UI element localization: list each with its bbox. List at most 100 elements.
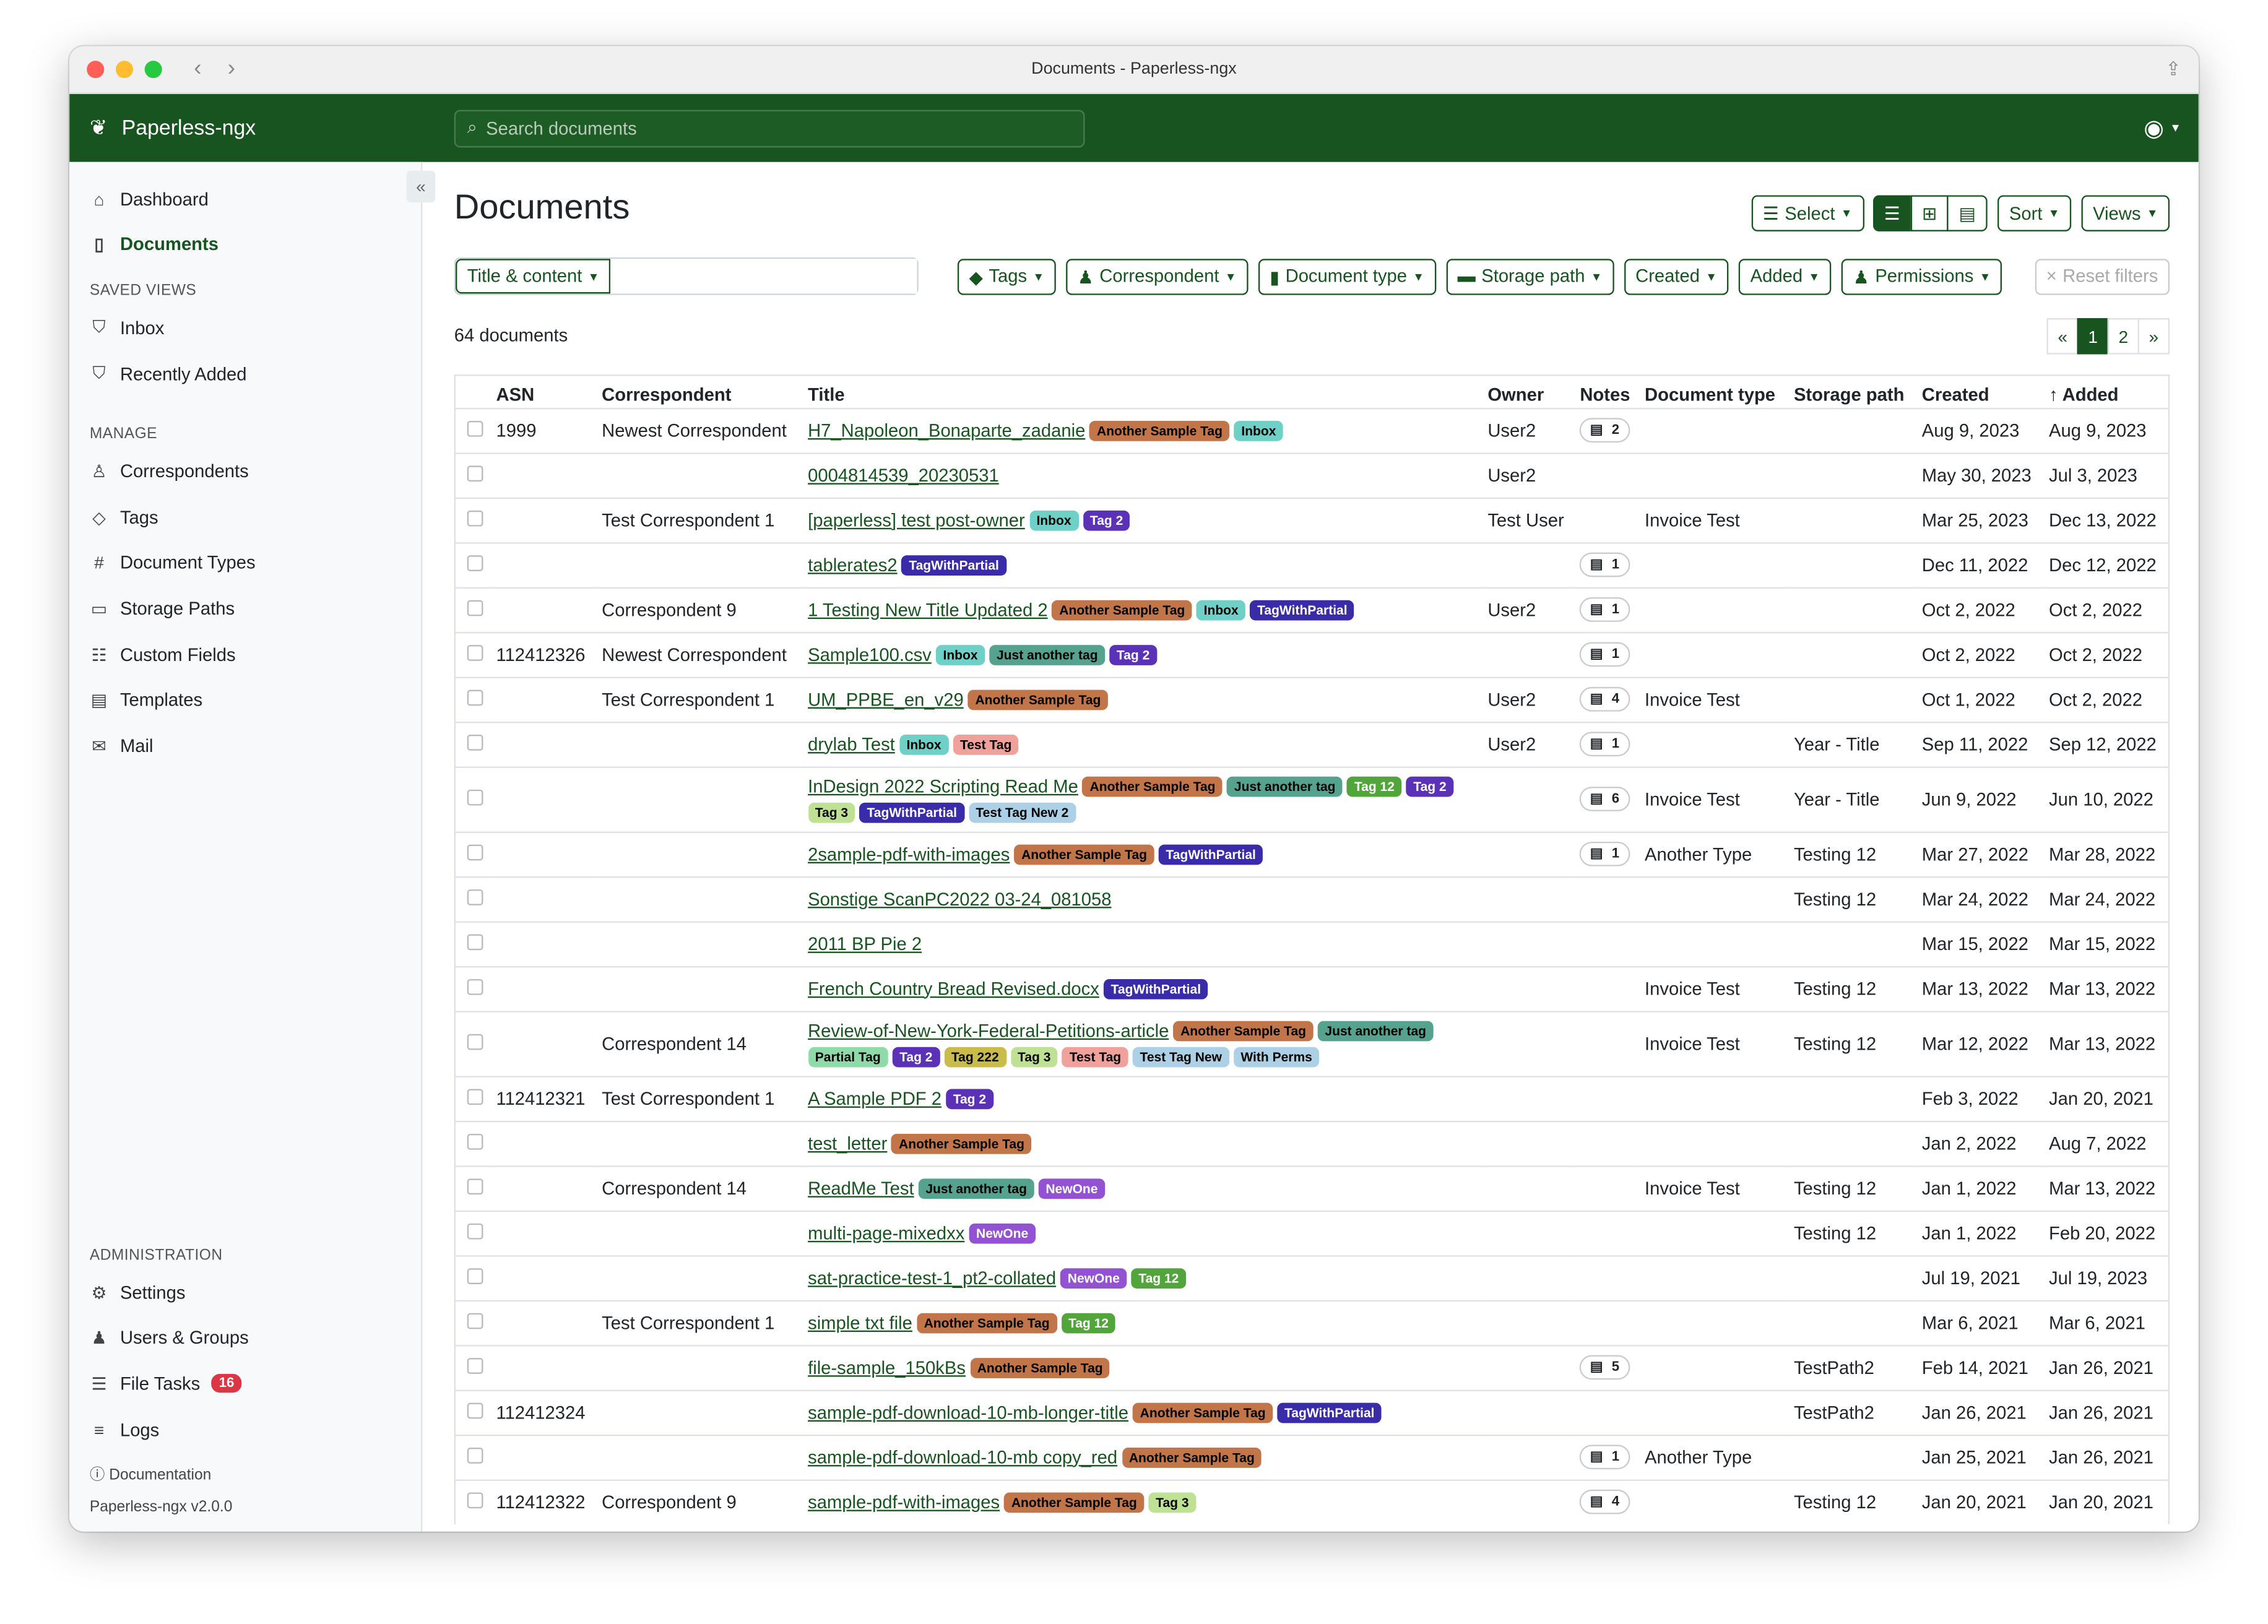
- document-type-cell[interactable]: [1638, 452, 1788, 498]
- correspondent-cell[interactable]: Correspondent 14: [595, 1165, 802, 1211]
- correspondent-cell[interactable]: [595, 452, 802, 498]
- document-title-link[interactable]: simple txt file: [808, 1312, 912, 1333]
- sidebar-item-documents[interactable]: ▯ Documents: [69, 222, 421, 268]
- tag-badge[interactable]: Tag 12: [1131, 1268, 1187, 1288]
- row-checkbox[interactable]: [467, 1446, 483, 1463]
- document-type-cell[interactable]: [1638, 720, 1788, 767]
- sidebar-item-users-groups[interactable]: ♟ Users & Groups: [69, 1315, 421, 1361]
- tag-badge[interactable]: Test Tag: [1062, 1046, 1128, 1067]
- correspondent-cell[interactable]: [595, 1209, 802, 1256]
- views-button[interactable]: Views ▼: [2081, 195, 2170, 231]
- sidebar-item-settings[interactable]: ⚙ Settings: [69, 1270, 421, 1316]
- table-row[interactable]: Test Correspondent 1 UM_PPBE_en_v29 Anoth…: [456, 676, 2168, 722]
- row-checkbox[interactable]: [467, 420, 483, 436]
- large-cards-view-button[interactable]: ▤: [1947, 195, 1988, 231]
- title-content-dropdown[interactable]: Title & content ▼: [456, 259, 611, 294]
- search-input[interactable]: ⌕ Search documents: [454, 109, 1085, 147]
- sidebar-item-recently-added[interactable]: ⛉ Recently Added: [69, 351, 421, 397]
- storage-path-cell[interactable]: Testing 12: [1788, 875, 1916, 922]
- sidebar-item-document-types[interactable]: # Document Types: [69, 540, 421, 586]
- correspondent-cell[interactable]: Test Correspondent 1: [595, 676, 802, 722]
- storage-path-cell[interactable]: [1788, 631, 1916, 677]
- document-title-link[interactable]: test_letter: [808, 1133, 888, 1154]
- notes-badge[interactable]: ▤ 4: [1580, 1490, 1630, 1515]
- correspondent-cell[interactable]: [595, 831, 802, 877]
- tag-badge[interactable]: Just another tag: [1227, 775, 1343, 797]
- notes-badge[interactable]: ▤ 2: [1580, 418, 1630, 443]
- table-row[interactable]: 2sample-pdf-with-images Another Sample Ta…: [456, 831, 2168, 877]
- document-title-link[interactable]: French Country Bread Revised.docx: [808, 978, 1099, 999]
- share-icon[interactable]: ⇪: [2165, 58, 2181, 80]
- table-row[interactable]: multi-page-mixedxx NewOne Testing 12 Jan …: [456, 1209, 2168, 1256]
- correspondent-cell[interactable]: [595, 875, 802, 922]
- document-title-link[interactable]: sample-pdf-download-10-mb copy_red: [808, 1446, 1118, 1467]
- sort-button[interactable]: Sort ▼: [1997, 195, 2072, 231]
- correspondent-cell[interactable]: Correspondent 9: [595, 586, 802, 633]
- document-title-link[interactable]: H7_Napoleon_Bonaparte_zadanie: [808, 420, 1086, 441]
- correspondent-cell[interactable]: [595, 1389, 802, 1435]
- column-owner[interactable]: Owner: [1487, 384, 1544, 405]
- tag-badge[interactable]: Inbox: [1234, 420, 1284, 441]
- document-title-link[interactable]: UM_PPBE_en_v29: [808, 689, 964, 710]
- tag-badge[interactable]: Just another tag: [989, 644, 1106, 665]
- table-row[interactable]: Correspondent 14 Review-of-New-York-Fede…: [456, 1010, 2168, 1076]
- tag-badge[interactable]: Another Sample Tag: [1133, 1402, 1273, 1423]
- row-checkbox[interactable]: [467, 888, 483, 905]
- row-checkbox[interactable]: [467, 599, 483, 616]
- tag-badge[interactable]: Another Sample Tag: [967, 689, 1109, 710]
- table-row[interactable]: Correspondent 14 ReadMe Test Just another…: [456, 1165, 2168, 1211]
- storage-path-cell[interactable]: [1788, 1255, 1916, 1300]
- correspondent-cell[interactable]: [595, 1433, 802, 1480]
- tag-badge[interactable]: Tag 2: [1406, 775, 1454, 797]
- tag-badge[interactable]: TagWithPartial: [901, 555, 1006, 575]
- row-checkbox[interactable]: [467, 788, 483, 805]
- column-notes[interactable]: Notes: [1580, 384, 1630, 405]
- tag-badge[interactable]: Just another tag: [1317, 1020, 1434, 1041]
- tag-badge[interactable]: TagWithPartial: [859, 801, 964, 823]
- close-window-button[interactable]: [87, 61, 105, 79]
- tag-badge[interactable]: Inbox: [899, 733, 949, 754]
- document-title-link[interactable]: tablerates2: [808, 555, 898, 575]
- tag-badge[interactable]: TagWithPartial: [1103, 978, 1208, 999]
- tag-badge[interactable]: Another Sample Tag: [1014, 844, 1154, 865]
- notes-badge[interactable]: ▤ 6: [1580, 787, 1630, 811]
- table-row[interactable]: test_letter Another Sample Tag Jan 2, 202…: [456, 1120, 2168, 1166]
- document-type-cell[interactable]: [1638, 1209, 1788, 1256]
- tag-badge[interactable]: TagWithPartial: [1158, 844, 1263, 865]
- filter-storage-path[interactable]: ▬ Storage path ▼: [1445, 258, 1614, 295]
- title-content-input[interactable]: [610, 259, 917, 294]
- correspondent-cell[interactable]: Correspondent 9: [595, 1479, 802, 1524]
- tag-badge[interactable]: Test Tag New 2: [968, 801, 1076, 823]
- maximize-window-button[interactable]: [144, 61, 162, 79]
- page-1-button[interactable]: 1: [2077, 318, 2109, 355]
- correspondent-cell[interactable]: [595, 1120, 802, 1166]
- notes-badge[interactable]: ▤ 1: [1580, 1445, 1630, 1470]
- tag-badge[interactable]: Another Sample Tag: [1004, 1492, 1145, 1513]
- document-type-cell[interactable]: [1638, 631, 1788, 677]
- storage-path-cell[interactable]: [1788, 496, 1916, 543]
- tag-badge[interactable]: Another Sample Tag: [916, 1312, 1057, 1333]
- document-title-link[interactable]: 1 Testing New Title Updated 2: [808, 599, 1048, 620]
- column-correspondent[interactable]: Correspondent: [602, 384, 732, 405]
- document-type-cell[interactable]: Invoice Test: [1638, 1010, 1788, 1076]
- tag-badge[interactable]: Tag 2: [892, 1046, 940, 1067]
- tag-badge[interactable]: Tag 2: [1083, 509, 1130, 530]
- tag-badge[interactable]: Tag 12: [1061, 1312, 1116, 1333]
- notes-badge[interactable]: ▤ 1: [1580, 597, 1630, 622]
- notes-badge[interactable]: ▤ 1: [1580, 642, 1630, 667]
- tag-badge[interactable]: Tag 2: [946, 1088, 993, 1109]
- row-checkbox[interactable]: [467, 1268, 483, 1284]
- table-row[interactable]: Correspondent 9 1 Testing New Title Upda…: [456, 586, 2168, 633]
- tag-badge[interactable]: Tag 3: [808, 801, 855, 823]
- notes-badge[interactable]: ▤ 5: [1580, 1355, 1630, 1380]
- storage-path-cell[interactable]: [1788, 1433, 1916, 1480]
- table-row[interactable]: 112412326 Newest Correspondent Sample100…: [456, 631, 2168, 677]
- column-created[interactable]: Created: [1921, 384, 1989, 405]
- document-type-cell[interactable]: [1638, 1255, 1788, 1300]
- tag-badge[interactable]: NewOne: [1060, 1268, 1127, 1288]
- correspondent-cell[interactable]: [595, 1344, 802, 1390]
- storage-path-cell[interactable]: [1788, 920, 1916, 966]
- document-title-link[interactable]: 2sample-pdf-with-images: [808, 844, 1010, 865]
- storage-path-cell[interactable]: [1788, 1120, 1916, 1166]
- document-type-cell[interactable]: [1638, 1075, 1788, 1121]
